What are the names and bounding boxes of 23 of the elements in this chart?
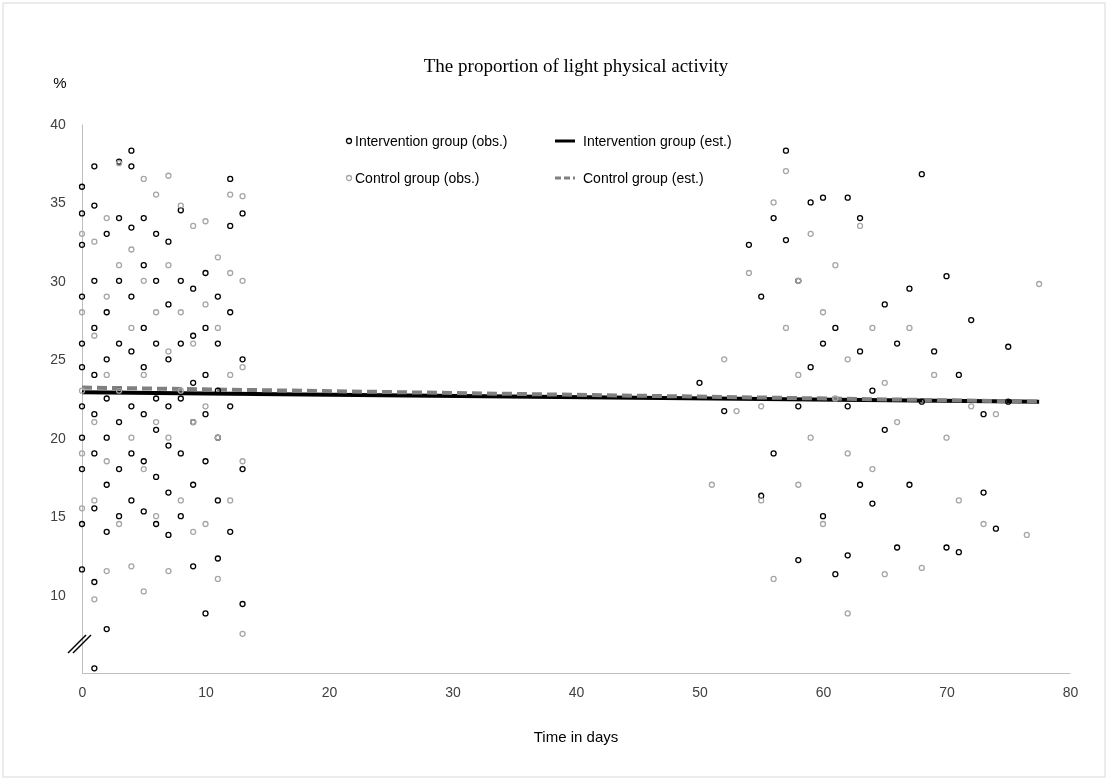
x-tick-label: 30	[445, 683, 461, 700]
legend-label: Intervention group (est.)	[583, 132, 732, 149]
legend-label: Control group (obs.)	[355, 169, 480, 186]
y-tick-label: 10	[50, 586, 66, 603]
y-tick-label: 15	[50, 508, 66, 525]
x-tick-label: 10	[198, 683, 214, 700]
x-tick-label: 20	[321, 683, 338, 700]
y-tick-label: 25	[50, 351, 66, 368]
x-tick-label: 40	[568, 683, 585, 700]
x-tick-label: 70	[939, 683, 955, 700]
y-tick-label: 20	[50, 429, 66, 446]
x-tick-label: 60	[815, 683, 832, 700]
y-tick-label: 40	[50, 115, 66, 132]
y-tick-label: 35	[50, 194, 66, 211]
legend-label: Intervention group (obs.)	[355, 132, 508, 149]
x-axis-title: Time in days	[533, 728, 619, 745]
chart-title: The proportion of light physical activity	[423, 55, 729, 76]
x-tick-label: 80	[1062, 683, 1079, 700]
x-tick-label: 0	[78, 683, 87, 700]
x-tick-label: 50	[692, 683, 708, 700]
legend-label: Control group (est.)	[583, 169, 704, 186]
y-axis-title: %	[53, 74, 67, 91]
y-tick-label: 30	[50, 272, 66, 289]
